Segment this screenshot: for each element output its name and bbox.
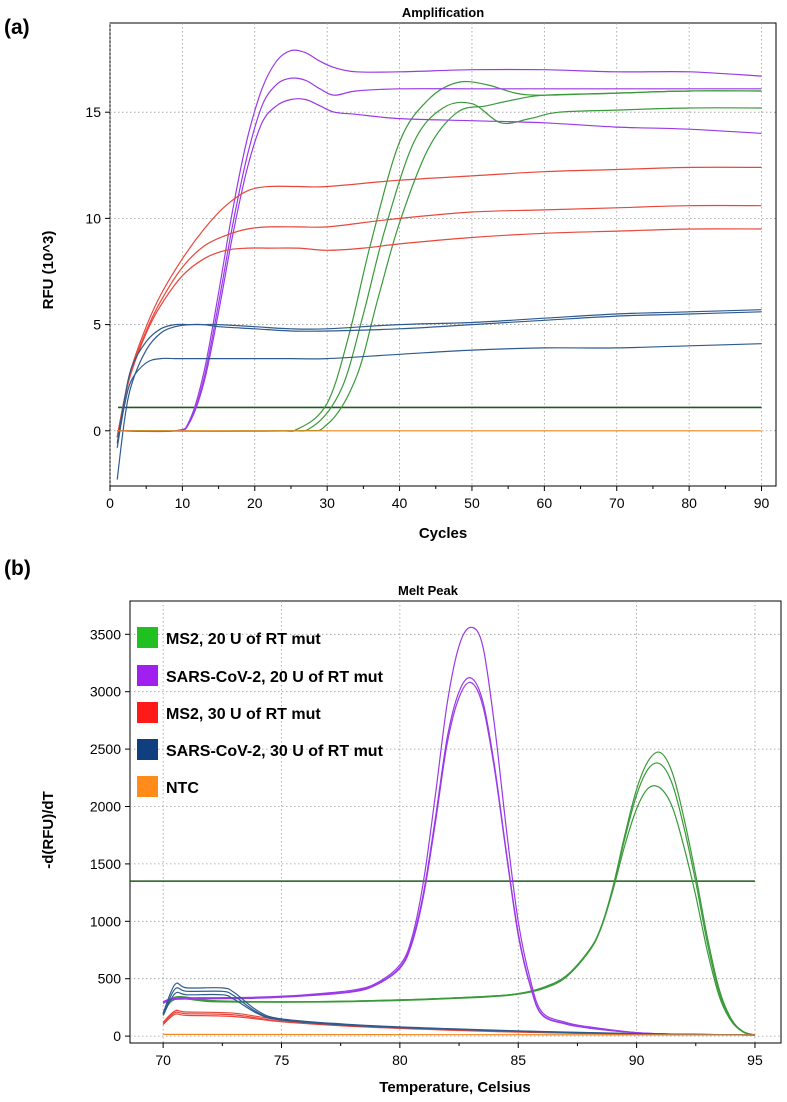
melt-x-tick-label: 75 — [274, 1052, 290, 1068]
melt-y-tick-label: 3500 — [90, 626, 121, 642]
amp-y-tick-label: 0 — [93, 423, 101, 439]
amplification-plot-frame — [109, 22, 777, 487]
amp-x-tick-label: 60 — [537, 495, 553, 511]
legend-swatch-ms2-20u — [137, 627, 158, 648]
melt-y-tick-label: 2500 — [90, 741, 121, 757]
amp-series-ms2-20-u-of-rt-mut-2 — [117, 90, 762, 432]
amp-series-sars-cov-2-30-u-of-rt-mut-11 — [116, 343, 762, 448]
legend-swatch-ms2-30u — [137, 702, 158, 723]
melt-x-tick-label: 95 — [747, 1052, 763, 1068]
melt-series-sars-cov-2-20-u-of-rt-mut-5 — [162, 681, 756, 1036]
melt-peak-x-axis-label: Temperature, Celsius — [379, 1079, 530, 1096]
melt-series-ms2-20-u-of-rt-mut-2 — [162, 785, 756, 1036]
amp-series-ms2-20-u-of-rt-mut-1 — [117, 101, 762, 432]
melt-x-tick-label: 90 — [629, 1052, 645, 1068]
melt-y-tick-label: 2000 — [90, 799, 121, 815]
amp-x-tick-label: 20 — [247, 495, 263, 511]
panel-b-label: (b) — [4, 557, 31, 580]
melt-y-tick-label: 1000 — [90, 913, 121, 929]
melt-series-sars-cov-2-30-u-of-rt-mut-11 — [162, 991, 756, 1036]
melt-series-sars-cov-2-20-u-of-rt-mut-4 — [162, 677, 756, 1036]
melt-y-tick-label: 1500 — [90, 856, 121, 872]
amp-x-tick-label: 0 — [106, 495, 114, 511]
amp-y-tick-label: 5 — [93, 317, 101, 333]
legend-label-sars-cov-2-30u: SARS-CoV-2, 30 U of RT mut — [166, 743, 384, 760]
melt-x-tick-label: 70 — [155, 1052, 171, 1068]
amp-x-tick-label: 90 — [754, 495, 770, 511]
amp-x-tick-label: 10 — [175, 495, 191, 511]
amp-series-sars-cov-2-20-u-of-rt-mut-4 — [117, 77, 762, 433]
melt-y-tick-label: 3000 — [90, 684, 121, 700]
amp-series-sars-cov-2-30-u-of-rt-mut-9 — [116, 311, 762, 480]
amp-x-tick-label: 30 — [319, 495, 335, 511]
legend-swatch-sars-cov-2-30u — [137, 739, 158, 760]
legend-swatch-sars-cov-2-20u — [137, 665, 158, 686]
amplification-x-axis-label: Cycles — [419, 525, 467, 542]
amp-series-ms2-30-u-of-rt-mut-6 — [116, 166, 762, 438]
melt-peak-chart: 70 75 80 85 90 95 0 500 1000 1500 2000 2500 3000 3500 — [90, 601, 781, 1068]
melt-series-sars-cov-2-20-u-of-rt-mut-3 — [162, 626, 756, 1036]
amp-series-sars-cov-2-30-u-of-rt-mut-10 — [116, 309, 762, 444]
amplification-y-axis-label: RFU (10^3) — [40, 231, 57, 310]
melt-series-ms2-20-u-of-rt-mut-1 — [162, 762, 756, 1036]
melt-series-ms2-30-u-of-rt-mut-6 — [162, 1009, 756, 1036]
melt-y-tick-label: 500 — [98, 971, 122, 987]
melt-peak-legend: MS2, 20 U of RT mut SARS-CoV-2, 20 U of … — [137, 627, 384, 797]
legend-label-ms2-20u: MS2, 20 U of RT mut — [166, 631, 321, 648]
legend-swatch-ntc — [137, 776, 158, 797]
legend-label-sars-cov-2-20u: SARS-CoV-2, 20 U of RT mut — [166, 669, 384, 686]
amp-series-sars-cov-2-20-u-of-rt-mut-5 — [117, 98, 762, 433]
amp-series-ms2-30-u-of-rt-mut-7 — [116, 204, 762, 438]
amp-series-ms2-20-u-of-rt-mut-0 — [117, 80, 762, 432]
amp-x-tick-label: 70 — [609, 495, 625, 511]
amp-x-tick-label: 80 — [681, 495, 697, 511]
amplification-chart: 0 10 20 30 40 50 60 70 80 90 0 5 10 15 — [85, 23, 776, 511]
melt-series-ntc-12 — [163, 1033, 756, 1036]
melt-y-tick-label: 0 — [113, 1028, 121, 1044]
melt-peak-plot-frame — [129, 600, 782, 1044]
melt-series-sars-cov-2-30-u-of-rt-mut-10 — [162, 987, 756, 1036]
amplification-title: Amplification — [402, 5, 484, 20]
melt-peak-title: Melt Peak — [398, 583, 459, 598]
legend-label-ntc: NTC — [166, 780, 199, 797]
amp-y-tick-label: 15 — [85, 104, 101, 120]
amp-series-sars-cov-2-20-u-of-rt-mut-3 — [117, 49, 762, 433]
amp-series-ms2-30-u-of-rt-mut-8 — [116, 228, 762, 438]
amp-x-tick-label: 50 — [464, 495, 480, 511]
melt-x-tick-label: 80 — [392, 1052, 408, 1068]
panel-a-label: (a) — [4, 16, 30, 39]
melt-peak-y-axis-label: -d(RFU)/dT — [40, 791, 57, 868]
amp-x-tick-label: 40 — [392, 495, 408, 511]
melt-x-tick-label: 85 — [510, 1052, 526, 1068]
amp-y-tick-label: 10 — [85, 210, 101, 226]
legend-label-ms2-30u: MS2, 30 U of RT mut — [166, 706, 321, 723]
